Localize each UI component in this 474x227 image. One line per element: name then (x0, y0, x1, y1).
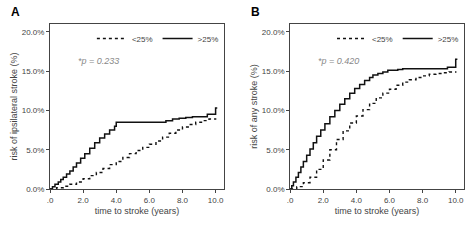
svg-text:15.0%: 15.0% (262, 67, 285, 76)
svg-text:time to stroke (years): time to stroke (years) (335, 206, 420, 216)
svg-text:.0: .0 (47, 196, 54, 205)
svg-text:B: B (251, 5, 260, 19)
svg-text:risk of ipsilateral stroke (%): risk of ipsilateral stroke (%) (9, 52, 19, 160)
svg-text:<25%: <25% (372, 35, 393, 44)
svg-text:A: A (11, 5, 20, 19)
svg-text:5.0%: 5.0% (26, 146, 44, 155)
svg-text:>25%: >25% (198, 35, 219, 44)
svg-text:10.0: 10.0 (448, 196, 464, 205)
svg-text:0.0%: 0.0% (266, 185, 284, 194)
svg-text:10.0%: 10.0% (262, 106, 285, 115)
svg-text:<25%: <25% (132, 35, 153, 44)
svg-text:4.0: 4.0 (111, 196, 123, 205)
svg-text:5.0%: 5.0% (266, 146, 284, 155)
svg-text:>25%: >25% (438, 35, 459, 44)
svg-text:15.0%: 15.0% (22, 67, 45, 76)
svg-text:time to stroke (years): time to stroke (years) (95, 206, 180, 216)
svg-text:8.0: 8.0 (417, 196, 429, 205)
svg-text:6.0: 6.0 (384, 196, 396, 205)
svg-text:*p = 0.420: *p = 0.420 (318, 56, 359, 66)
svg-text:*p = 0.233: *p = 0.233 (78, 56, 119, 66)
svg-text:10.0: 10.0 (208, 196, 224, 205)
svg-text:risk of any stroke (%): risk of any stroke (%) (249, 64, 259, 149)
svg-text:20.0%: 20.0% (22, 28, 45, 37)
svg-text:.0: .0 (287, 196, 294, 205)
svg-text:2.0: 2.0 (78, 196, 90, 205)
svg-text:0.0%: 0.0% (26, 185, 44, 194)
svg-text:4.0: 4.0 (351, 196, 363, 205)
svg-text:10.0%: 10.0% (22, 106, 45, 115)
svg-text:8.0: 8.0 (177, 196, 189, 205)
svg-text:6.0: 6.0 (144, 196, 156, 205)
svg-text:2.0: 2.0 (318, 196, 330, 205)
svg-text:20.0%: 20.0% (262, 28, 285, 37)
